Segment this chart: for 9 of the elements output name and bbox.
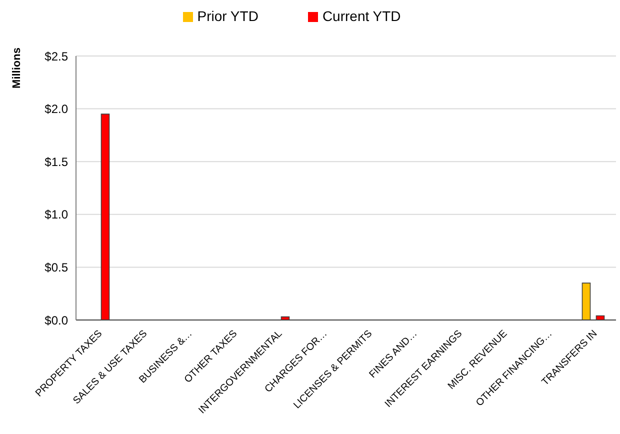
y-tick-label: $0.0 xyxy=(44,313,68,328)
y-tick-label: $1.0 xyxy=(44,208,68,222)
y-tick-label: $2.5 xyxy=(44,49,68,64)
y-axis-title: Millions xyxy=(10,48,23,88)
legend-label: Prior YTD xyxy=(197,8,258,24)
legend-label: Current YTD xyxy=(322,8,401,24)
y-tick-label: $2.0 xyxy=(44,102,68,116)
y-tick-label: $0.5 xyxy=(44,260,68,274)
y-tick-label: $1.5 xyxy=(44,154,68,169)
